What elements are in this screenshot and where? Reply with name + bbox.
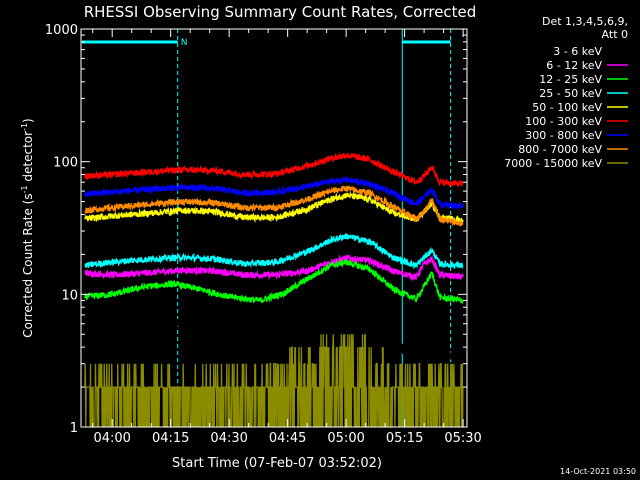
night-markers: N	[82, 29, 452, 427]
legend-label: 7000 - 15000 keV	[504, 157, 602, 170]
legend-label: 25 - 50 keV	[539, 87, 602, 100]
legend-label: 3 - 6 keV	[553, 45, 602, 58]
x-tick-label: 05:30	[444, 431, 481, 446]
y-tick-label: 100	[53, 156, 78, 171]
series-line-6	[84, 176, 464, 211]
series-line-7	[84, 184, 464, 227]
series-line-2	[84, 258, 464, 305]
legend-label: 6 - 12 keV	[546, 59, 602, 72]
legend-header-attenuator: Att 0	[602, 28, 628, 41]
series-line-1	[84, 253, 464, 282]
x-tick-label: 04:00	[93, 431, 130, 446]
y-tick-label: 1	[70, 421, 78, 436]
x-tick-label: 04:30	[210, 431, 247, 446]
legend-label: 100 - 300 keV	[525, 115, 602, 128]
series-line-0	[84, 288, 464, 363]
x-tick-label: 04:45	[269, 431, 306, 446]
x-tick-label: 05:15	[386, 431, 423, 446]
plot-frame	[80, 28, 468, 428]
axes: 04:00 04:15 04:30 04:45 05:00 05:15 05:30 1 10 10…	[45, 23, 482, 446]
legend-label: 300 - 800 keV	[525, 129, 602, 142]
legend-header-detectors: Det 1,3,4,5,6,9,	[542, 15, 628, 28]
x-tick-label: 04:15	[152, 431, 189, 446]
legend-label: 12 - 25 keV	[539, 73, 602, 86]
y-tick-label: 10	[61, 288, 78, 303]
date-stamp: 14-Oct-2021 03:50	[560, 467, 636, 476]
x-tick-label: 05:00	[327, 431, 364, 446]
series-line-3	[84, 233, 464, 270]
x-axis-label: Start Time (07-Feb-07 03:52:02)	[172, 456, 382, 471]
chart-title: RHESSI Observing Summary Count Rates, Co…	[84, 3, 477, 21]
series-line-5	[84, 151, 464, 188]
series-line-4	[84, 190, 464, 225]
legend-label: 800 - 7000 keV	[518, 143, 602, 156]
night-marker-label: N	[181, 38, 188, 48]
y-tick-label: 1000	[45, 23, 78, 38]
legend-label: 50 - 100 keV	[532, 101, 602, 114]
y-axis-label: Corrected Count Rate (s-1 detector-1)	[20, 118, 35, 337]
